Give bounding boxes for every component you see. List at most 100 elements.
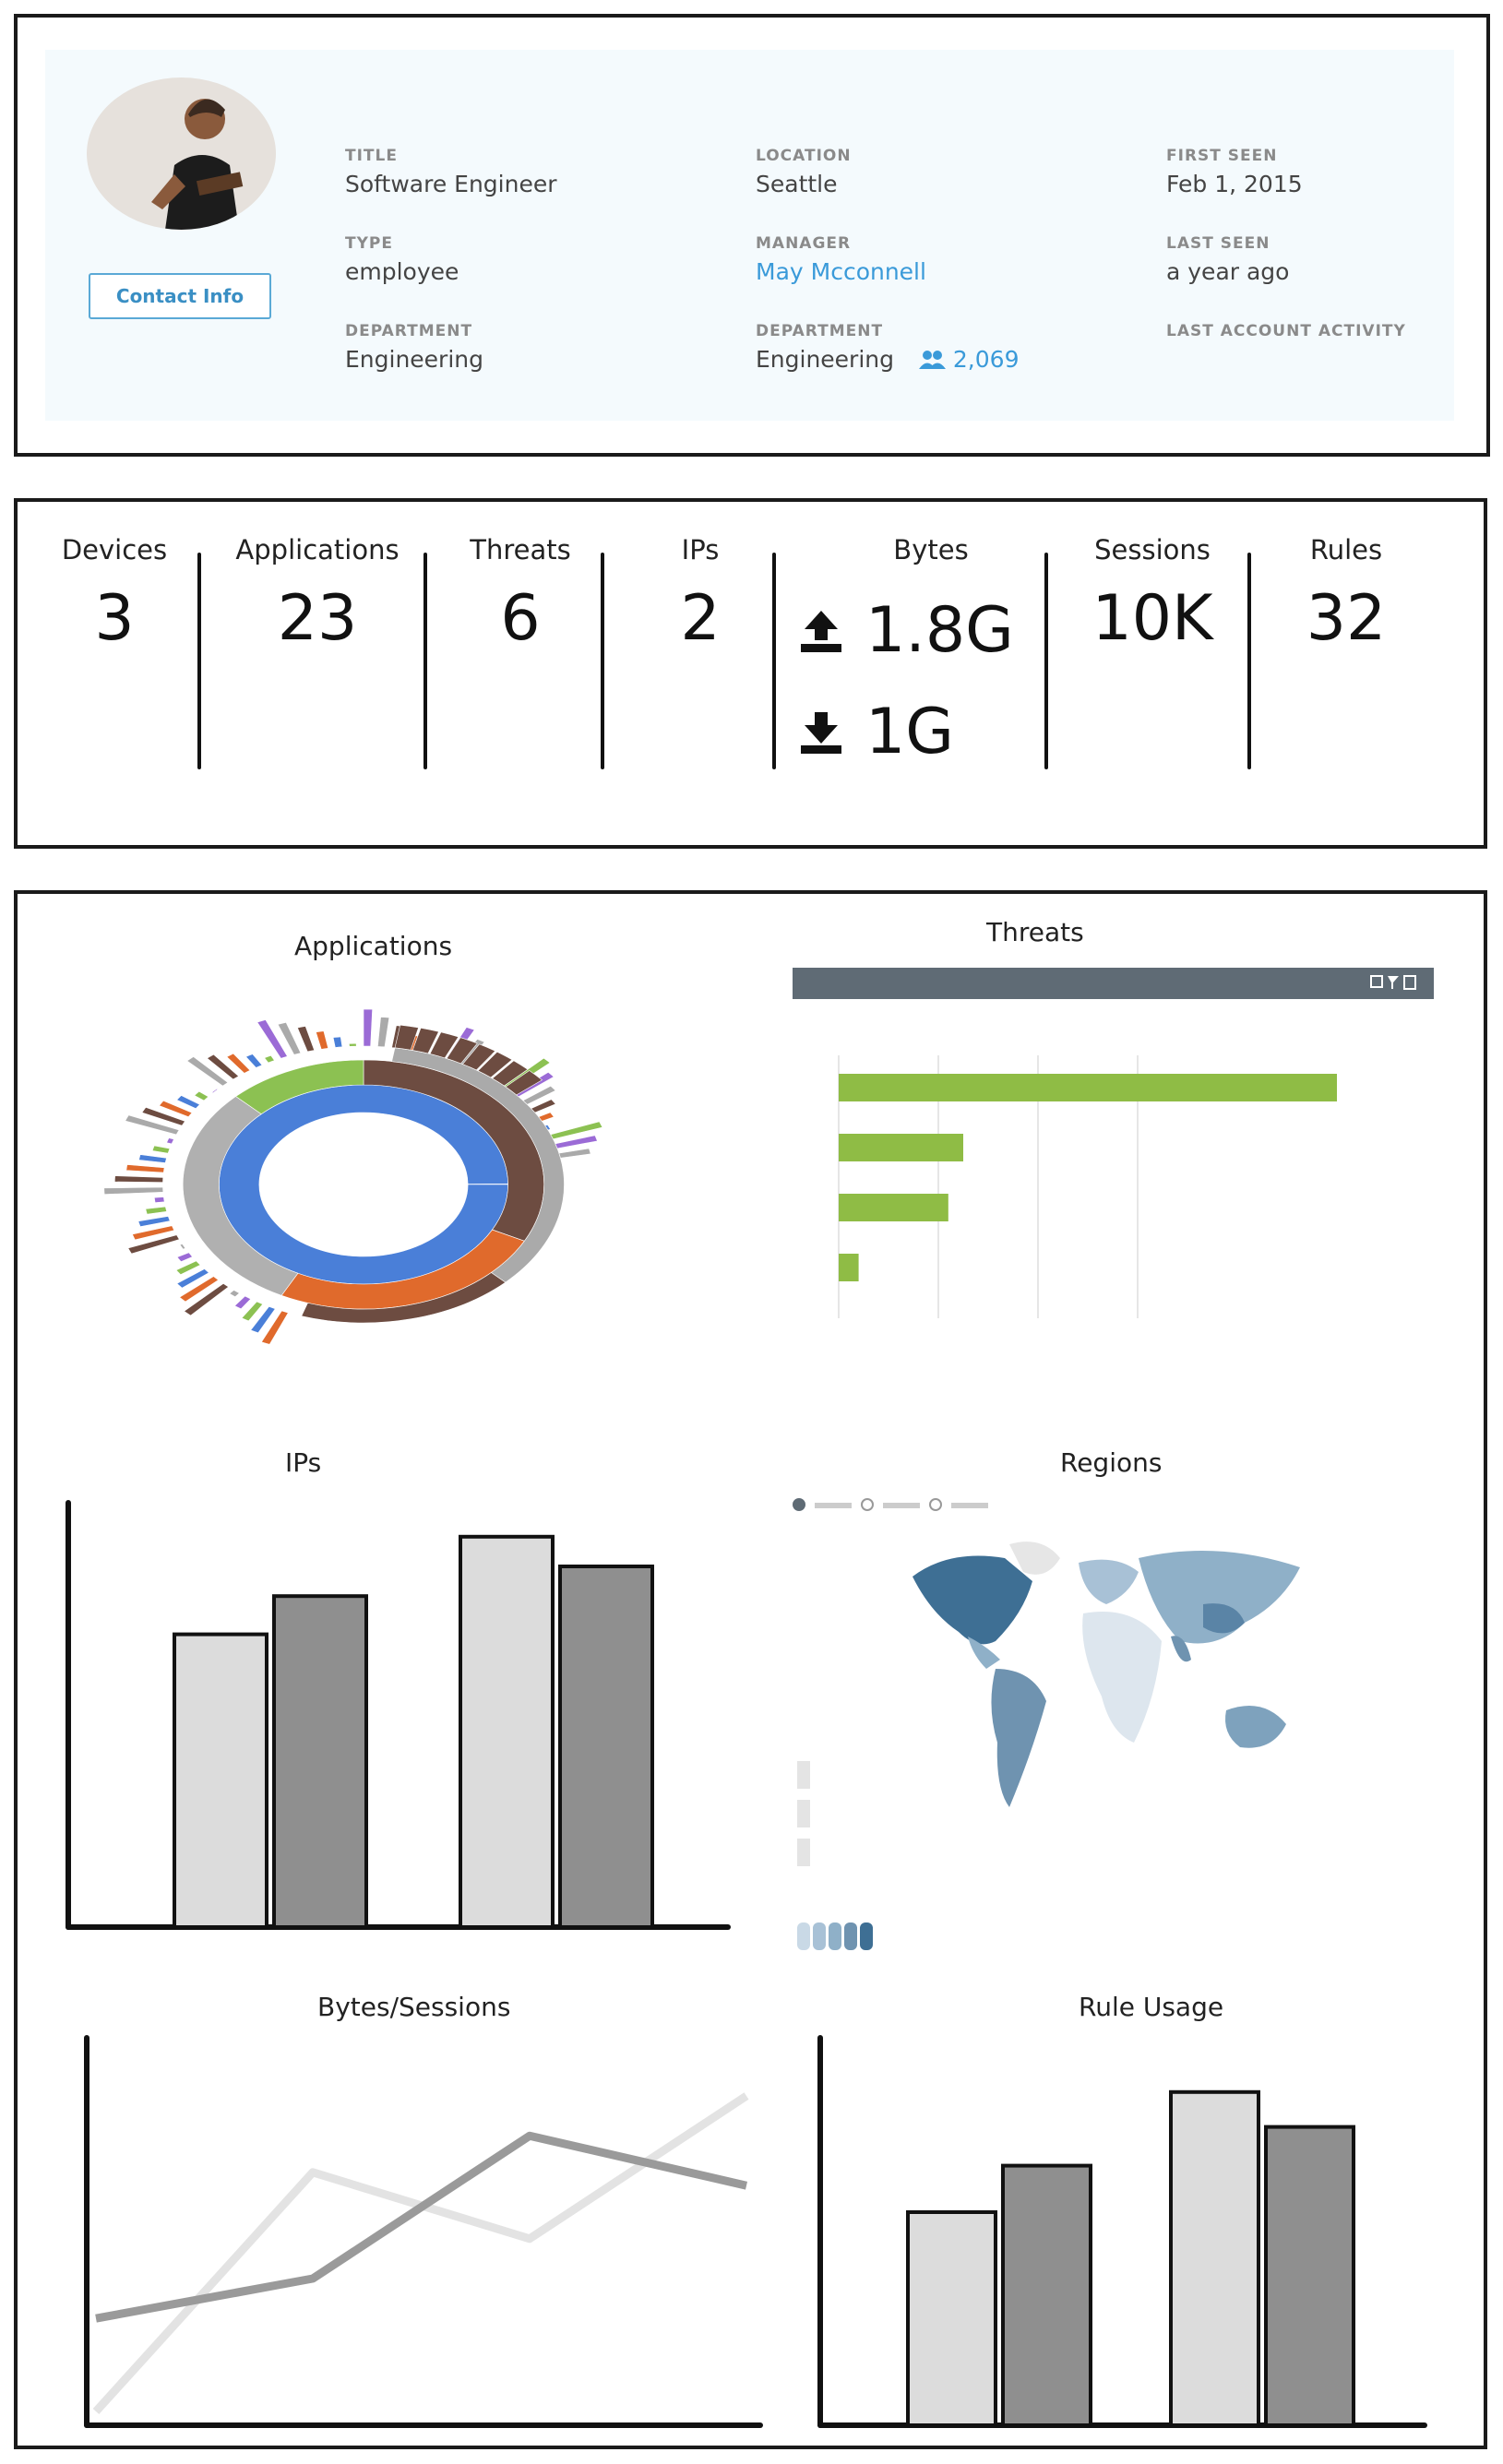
- sunburst-leaf[interactable]: [141, 1106, 186, 1126]
- stat-rules[interactable]: Rules 32: [1277, 534, 1415, 655]
- region-china[interactable]: [1203, 1603, 1245, 1634]
- sunburst-arc[interactable]: [301, 1272, 507, 1324]
- sunburst-leaf[interactable]: [137, 1216, 171, 1227]
- sunburst-leaf[interactable]: [538, 1112, 555, 1122]
- sunburst-leaf[interactable]: [176, 1095, 201, 1110]
- sunburst-leaf[interactable]: [245, 1053, 263, 1068]
- sunburst-leaf[interactable]: [377, 1017, 390, 1048]
- sunburst-leaf[interactable]: [261, 1310, 289, 1345]
- sunburst-leaf[interactable]: [103, 1186, 164, 1195]
- zoom-out-icon[interactable]: [797, 1800, 810, 1827]
- region-south-america[interactable]: [991, 1669, 1046, 1807]
- sunburst-leaf[interactable]: [151, 1145, 171, 1154]
- radio-icon-selected[interactable]: [793, 1498, 805, 1511]
- threat-bar[interactable]: [839, 1134, 963, 1161]
- region-africa[interactable]: [1082, 1612, 1162, 1743]
- bar[interactable]: [1264, 2125, 1355, 2427]
- sunburst-leaf[interactable]: [132, 1225, 175, 1241]
- fit-icon[interactable]: [797, 1839, 810, 1866]
- sunburst-leaf[interactable]: [184, 1282, 230, 1316]
- sunburst-leaf[interactable]: [349, 1042, 357, 1047]
- stat-sessions[interactable]: Sessions 10K: [1069, 534, 1235, 655]
- region-north-america[interactable]: [913, 1555, 1032, 1645]
- sunburst-leaf[interactable]: [462, 1043, 496, 1071]
- sunburst-leaf[interactable]: [294, 1314, 302, 1316]
- sunburst-leaf[interactable]: [332, 1036, 343, 1048]
- zoom-in-icon[interactable]: [797, 1761, 810, 1789]
- applications-sunburst[interactable]: [103, 986, 650, 1374]
- bar[interactable]: [558, 1565, 654, 1929]
- sunburst-leaf[interactable]: [233, 1295, 252, 1310]
- region-greenland[interactable]: [1009, 1541, 1060, 1575]
- sunburst-leaf[interactable]: [176, 1268, 209, 1289]
- bar[interactable]: [1001, 2163, 1092, 2427]
- member-count-link[interactable]: 2,069: [918, 346, 1019, 373]
- sunburst-leaf[interactable]: [505, 1070, 543, 1096]
- sunburst-leaf[interactable]: [555, 1135, 598, 1149]
- sunburst-leaf[interactable]: [522, 1085, 556, 1105]
- stat-ips[interactable]: IPs 2: [631, 534, 769, 655]
- region-asia[interactable]: [1139, 1551, 1300, 1644]
- region-australia[interactable]: [1225, 1706, 1286, 1748]
- region-central-america[interactable]: [968, 1637, 1000, 1669]
- sunburst-leaf[interactable]: [153, 1196, 165, 1203]
- sunburst-leaf[interactable]: [127, 1234, 180, 1255]
- bar[interactable]: [459, 1534, 555, 1930]
- threat-bar[interactable]: [839, 1074, 1337, 1101]
- sunburst-leaf[interactable]: [226, 1053, 251, 1074]
- series-line[interactable]: [92, 2092, 749, 2415]
- contact-info-button[interactable]: Contact Info: [89, 273, 271, 319]
- sunburst-leaf[interactable]: [145, 1206, 168, 1215]
- sunburst-leaf[interactable]: [229, 1290, 240, 1298]
- sunburst-leaf[interactable]: [125, 1114, 180, 1136]
- sunburst-arc[interactable]: [235, 1059, 364, 1114]
- map-zoom-controls[interactable]: [797, 1761, 810, 1866]
- regions-metric-selector[interactable]: [793, 1498, 1032, 1518]
- sunburst-leaf[interactable]: [446, 1037, 478, 1065]
- bar[interactable]: [1169, 2089, 1260, 2428]
- sunburst-leaf[interactable]: [159, 1100, 193, 1118]
- sunburst-leaf[interactable]: [477, 1051, 513, 1078]
- sunburst-leaf[interactable]: [256, 1019, 288, 1059]
- sunburst-leaf[interactable]: [206, 1053, 240, 1080]
- sunburst-leaf[interactable]: [179, 1276, 220, 1303]
- sunburst-leaf[interactable]: [179, 1244, 186, 1250]
- radio-icon[interactable]: [929, 1498, 942, 1511]
- sunburst-leaf[interactable]: [176, 1252, 194, 1262]
- sunburst-leaf[interactable]: [114, 1175, 164, 1183]
- sunburst-leaf[interactable]: [394, 1024, 419, 1051]
- sunburst-leaf[interactable]: [429, 1031, 459, 1059]
- region-india[interactable]: [1171, 1636, 1191, 1662]
- stat-threats[interactable]: Threats 6: [451, 534, 590, 655]
- sunburst-leaf[interactable]: [211, 1088, 219, 1094]
- sunburst-leaf[interactable]: [186, 1056, 229, 1087]
- stat-devices[interactable]: Devices 3: [45, 534, 184, 655]
- manager-link[interactable]: May Mcconnell: [756, 258, 926, 285]
- widget-toolbar-icons[interactable]: [1369, 974, 1425, 991]
- sunburst-leaf[interactable]: [316, 1030, 329, 1050]
- sunburst-leaf[interactable]: [241, 1301, 264, 1322]
- sunburst-leaf[interactable]: [166, 1137, 174, 1145]
- sunburst-leaf[interactable]: [363, 1008, 373, 1047]
- bar[interactable]: [272, 1594, 368, 1929]
- sunburst-leaf[interactable]: [544, 1124, 552, 1131]
- sunburst-leaf[interactable]: [296, 1026, 316, 1053]
- bar[interactable]: [173, 1632, 268, 1929]
- radio-icon[interactable]: [861, 1498, 874, 1511]
- series-line[interactable]: [95, 2131, 748, 2323]
- sunburst-leaf[interactable]: [558, 1148, 591, 1159]
- sunburst-leaf[interactable]: [531, 1099, 556, 1113]
- region-europe[interactable]: [1079, 1559, 1139, 1604]
- bar[interactable]: [906, 2210, 997, 2427]
- sunburst-leaf[interactable]: [492, 1060, 529, 1087]
- sunburst-leaf[interactable]: [125, 1164, 165, 1173]
- threat-bar[interactable]: [839, 1254, 859, 1281]
- sunburst-leaf[interactable]: [550, 1121, 603, 1140]
- stat-applications[interactable]: Applications 23: [225, 534, 410, 655]
- regions-world-map[interactable]: [894, 1540, 1328, 1872]
- sunburst-leaf[interactable]: [412, 1027, 439, 1054]
- sunburst-leaf[interactable]: [250, 1305, 276, 1334]
- sunburst-leaf[interactable]: [264, 1054, 275, 1064]
- sunburst-leaf[interactable]: [175, 1260, 201, 1276]
- sunburst-leaf[interactable]: [138, 1154, 167, 1163]
